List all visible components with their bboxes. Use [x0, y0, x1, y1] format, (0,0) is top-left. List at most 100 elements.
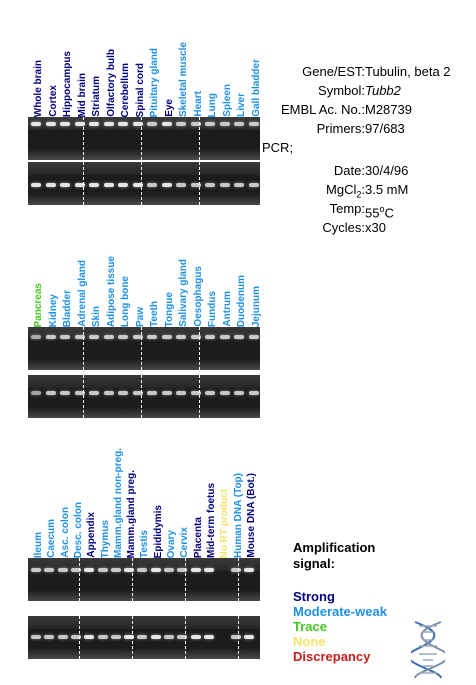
- gel-band: [110, 568, 121, 572]
- gel-band: [205, 122, 215, 126]
- lane-label: Long bone: [120, 275, 131, 327]
- lane-label: Eye: [163, 99, 175, 117]
- gel-band: [176, 335, 186, 339]
- cycles-key: Cycles:: [322, 220, 365, 235]
- gel-band: [84, 635, 95, 639]
- lane-divider: [238, 558, 240, 601]
- gel-band: [137, 568, 148, 572]
- embl-value: M28739: [365, 102, 412, 117]
- gel-band: [31, 335, 41, 339]
- gel-panel-1: Whole brain Cortex Hippocampus Mid brain Str…: [0, 0, 476, 230]
- gel-band: [205, 335, 215, 339]
- gel-band: [161, 335, 172, 339]
- symbol-key: Symbol:: [318, 83, 365, 98]
- lane-label: Mamm.gland non-preg.: [112, 448, 124, 558]
- lane-divider: [184, 616, 186, 659]
- gel-band: [60, 335, 70, 339]
- gel-band: [248, 391, 259, 395]
- gel-band: [124, 568, 135, 572]
- mgcl-value: 3.5 mM: [365, 182, 409, 197]
- lane-label: Heart: [192, 91, 204, 117]
- gel-band: [177, 568, 188, 572]
- gel-band: [147, 122, 157, 126]
- gel-band: [89, 122, 99, 126]
- embl-row: EMBL Ac. No.: M28739: [262, 101, 476, 119]
- mgcl-key-text: MgCl: [326, 182, 357, 197]
- lane-divider: [198, 162, 200, 205]
- lane-label: Cervix: [179, 527, 191, 558]
- lane-label: Duodenum: [236, 274, 247, 327]
- lane-divider: [140, 117, 142, 160]
- lane-labels: Whole brain Cortex Hippocampus Mid brain Str…: [0, 0, 262, 117]
- gel-band: [57, 568, 68, 572]
- gel-panel-3: Ileum Caecum Asc. colon Desc. colon Appendix…: [0, 430, 476, 685]
- lane-label: Desc. colon: [72, 501, 84, 558]
- lane-divider: [82, 162, 84, 205]
- legend-none: None: [293, 634, 326, 649]
- gel-band: [230, 568, 241, 572]
- gel-band: [203, 568, 214, 572]
- lane-label: No RT product: [219, 488, 231, 558]
- legend-trace: Trace: [293, 619, 327, 634]
- gel-band: [234, 122, 244, 126]
- lane-label: Liver: [236, 93, 247, 117]
- symbol-value: Tubb2: [365, 83, 401, 98]
- gel-band: [60, 391, 70, 395]
- lane-divider: [131, 616, 133, 659]
- lane-label: Spleen: [221, 84, 233, 117]
- date-row: Date: 30/4/96: [262, 162, 476, 180]
- gel-band: [147, 183, 157, 187]
- mgcl-key-subscript: 2: [356, 189, 362, 200]
- lane-label: Gall bladder: [250, 59, 262, 117]
- gel-band: [177, 635, 188, 639]
- gel-image-top: [28, 558, 260, 601]
- mgcl-key-colon: :: [361, 182, 365, 197]
- gel-band: [89, 183, 99, 187]
- gel-band: [243, 568, 254, 572]
- date-value: 30/4/96: [365, 163, 409, 178]
- gel-image-bottom: [28, 375, 260, 418]
- gel-band: [103, 183, 114, 187]
- temp-unit: C: [384, 205, 394, 221]
- gel-band: [219, 391, 230, 395]
- legend-title-line1: Amplification: [293, 540, 376, 555]
- gel-band: [243, 635, 254, 639]
- amplification-legend: Amplification signal: Strong Moderate-we…: [293, 540, 387, 664]
- gel-band: [230, 635, 241, 639]
- gel-image-top: [28, 327, 260, 370]
- gel-band: [248, 335, 259, 339]
- symbol-row: Symbol: Tubb2: [262, 82, 476, 100]
- gene-value: Tubulin, beta 2: [365, 64, 451, 79]
- gel-band: [205, 183, 215, 187]
- lane-label: Appendix: [86, 512, 98, 558]
- gel-band: [118, 391, 128, 395]
- lane-label: Mid brain: [76, 72, 88, 117]
- lane-label: Thymus: [99, 519, 111, 558]
- gel-band: [45, 183, 56, 187]
- gel-band: [190, 335, 201, 339]
- lane-label: Jejunum: [250, 285, 262, 327]
- gel-band: [248, 122, 259, 126]
- lane-label: Skin: [91, 305, 102, 327]
- gel-band: [219, 183, 230, 187]
- gene-key: Gene/EST:: [302, 64, 365, 79]
- gel-band: [118, 122, 128, 126]
- mgcl-key: MgCl2:: [326, 181, 365, 204]
- lane-label: Pituitary gland: [149, 47, 160, 117]
- lane-label: Mamm.gland preg.: [126, 469, 138, 558]
- legend-strong: Strong: [293, 589, 335, 604]
- lane-divider: [82, 375, 84, 418]
- pcr-row: PCR;: [262, 139, 476, 157]
- lane-label: Antrum: [221, 291, 233, 327]
- gel-band: [74, 183, 85, 187]
- gel-band: [203, 635, 214, 639]
- gel-panel-2: Pancreas Kidney Bladder Adrenal gland Skin Ad…: [0, 230, 476, 430]
- lane-label: Fundus: [207, 290, 218, 327]
- primers-key: Primers:: [316, 121, 365, 136]
- gel-image-bottom: [28, 616, 260, 659]
- gel-band: [31, 391, 41, 395]
- lane-label: Epididymis: [152, 504, 164, 558]
- lane-label: Testis: [139, 529, 151, 558]
- gel-band: [45, 335, 56, 339]
- gel-band: [176, 122, 186, 126]
